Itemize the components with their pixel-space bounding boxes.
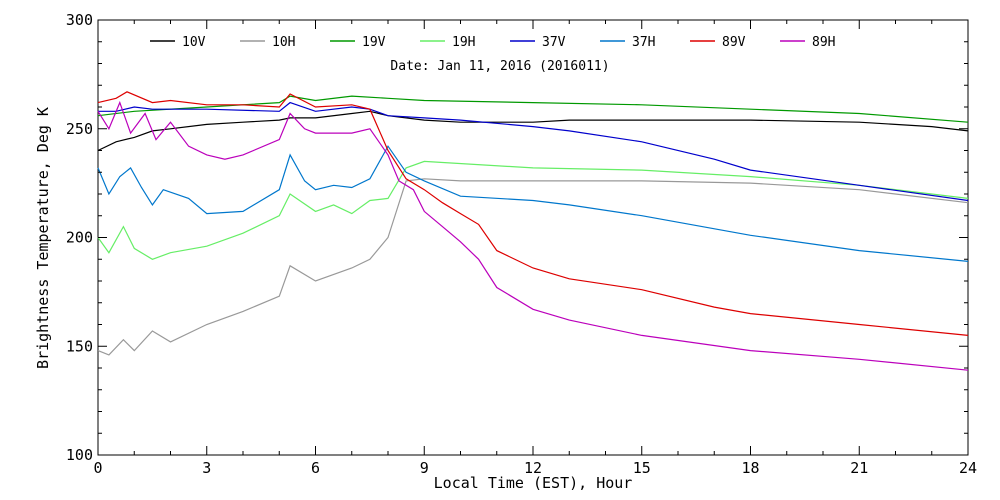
y-tick-label: 150 — [66, 337, 93, 355]
x-tick-label: 12 — [524, 459, 542, 477]
legend-label-37v: 37V — [542, 35, 566, 50]
x-tick-label: 21 — [850, 459, 868, 477]
chart-subtitle: Date: Jan 11, 2016 (2016011) — [390, 59, 609, 74]
series-line-10v — [97, 110, 969, 152]
legend-label-19v: 19V — [362, 35, 386, 50]
x-tick-label: 24 — [959, 459, 977, 477]
series-line-89h — [97, 100, 969, 371]
x-tick-label: 0 — [93, 459, 102, 477]
legend-label-10v: 10V — [182, 35, 206, 50]
series-line-37h — [97, 145, 969, 262]
series-line-19h — [97, 160, 969, 260]
series-line-89v — [97, 91, 969, 336]
legend-label-89v: 89V — [722, 35, 746, 50]
x-axis-label: Local Time (EST), Hour — [434, 474, 633, 492]
y-tick-label: 300 — [66, 11, 93, 29]
plot-frame — [97, 19, 969, 456]
legend-label-37h: 37H — [632, 35, 655, 50]
legend-label-89h: 89H — [812, 35, 835, 50]
y-tick-label: 200 — [66, 229, 93, 247]
x-tick-label: 9 — [420, 459, 429, 477]
legend: 10V 10H 19V 19H 37V 37H 89V 89H — [150, 35, 835, 50]
x-tick-label: 15 — [633, 459, 651, 477]
series-line-37v — [98, 101, 969, 202]
y-tick-label: 250 — [66, 120, 93, 138]
series-line-10h — [97, 178, 969, 356]
ticks-layer: 0 3 6 9 12 15 18 21 24 100 150 200 250 300 — [66, 11, 977, 477]
legend-label-10h: 10H — [272, 35, 295, 50]
x-tick-label: 18 — [741, 459, 759, 477]
series-line-19v — [97, 95, 969, 123]
series-layer — [97, 91, 969, 371]
x-tick-label: 3 — [202, 459, 211, 477]
x-tick-label: 6 — [311, 459, 320, 477]
y-tick-label: 100 — [66, 446, 93, 464]
legend-label-19h: 19H — [452, 35, 475, 50]
y-axis-label: Brightness Temperature, Deg K — [34, 107, 52, 369]
